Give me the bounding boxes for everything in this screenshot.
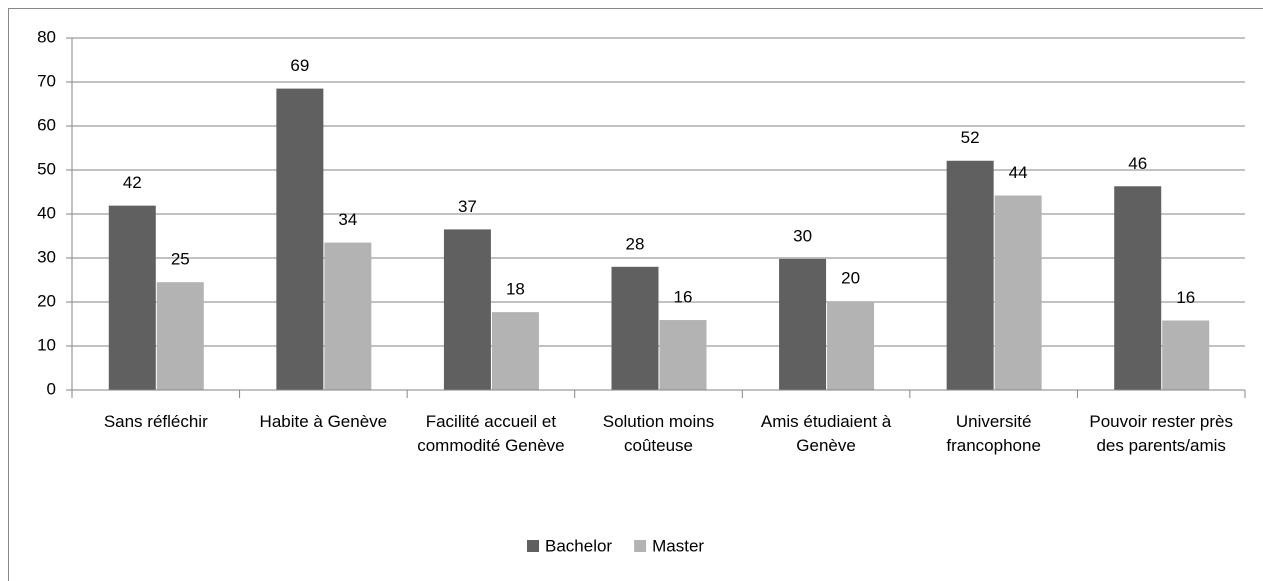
data-label: 34: [338, 210, 357, 229]
x-tick-label: Pouvoir rester près des parents/amis: [1089, 412, 1234, 455]
bar: [1162, 320, 1210, 390]
bar: [156, 282, 204, 390]
data-label: 69: [290, 56, 309, 75]
bar: [611, 266, 659, 390]
bar: [827, 301, 875, 390]
y-tick-label: 50: [37, 159, 56, 178]
data-label: 25: [171, 250, 190, 269]
data-label: 30: [793, 226, 812, 245]
legend-label: Master: [652, 536, 704, 555]
x-tick-label: Facilité accueil et commodité Genève: [417, 412, 565, 455]
bar: [659, 320, 707, 390]
data-label: 42: [123, 173, 142, 192]
y-tick-label: 60: [37, 115, 56, 134]
data-label: 52: [961, 128, 980, 147]
data-label: 18: [506, 280, 525, 299]
x-tick-label: Amis étudiaient à Genève: [760, 412, 892, 455]
y-tick-label: 20: [37, 291, 56, 310]
bar: [779, 258, 827, 390]
bar: [324, 242, 372, 390]
y-tick-label: 10: [37, 335, 56, 354]
x-tick-label: Habite à Genève: [259, 412, 388, 431]
bar: [108, 205, 156, 390]
bar: [491, 312, 539, 390]
x-tick-label: Université francophone: [946, 412, 1041, 455]
x-tick-label: Solution moins coûteuse: [602, 412, 715, 455]
y-tick-label: 80: [37, 27, 56, 46]
bar: [946, 160, 994, 390]
legend-swatch: [527, 540, 539, 552]
y-tick-label: 30: [37, 247, 56, 266]
bar: [994, 195, 1042, 390]
data-label: 16: [674, 288, 693, 307]
data-label: 28: [626, 234, 645, 253]
bar: [1114, 186, 1162, 390]
data-label: 16: [1176, 288, 1195, 307]
y-tick-label: 40: [37, 203, 56, 222]
data-label: 20: [841, 269, 860, 288]
data-label: 37: [458, 197, 477, 216]
data-label: 46: [1128, 154, 1147, 173]
bar: [276, 88, 324, 390]
y-tick-label: 0: [47, 379, 56, 398]
y-tick-label: 70: [37, 71, 56, 90]
x-tick-label: Sans réfléchir: [103, 412, 208, 431]
frame: [8, 8, 1263, 581]
legend-label: Bachelor: [545, 536, 612, 555]
bar: [443, 229, 491, 390]
legend-swatch: [634, 540, 647, 552]
data-label: 44: [1009, 163, 1028, 182]
